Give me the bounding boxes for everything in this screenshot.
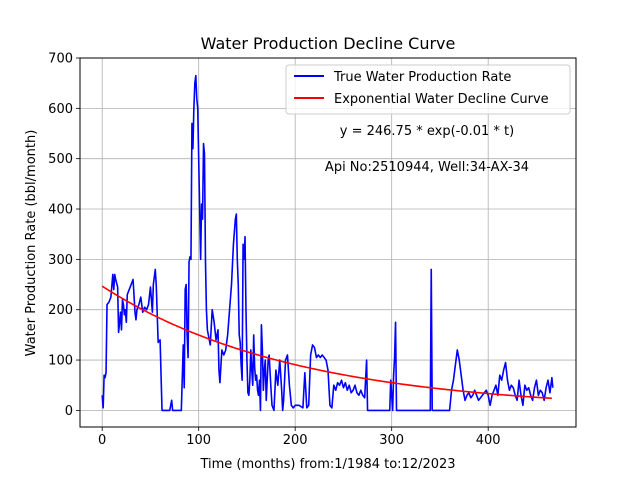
y-tick-label: 200 xyxy=(48,303,73,318)
legend-label-decline-curve: Exponential Water Decline Curve xyxy=(334,92,549,107)
chart-title: Water Production Decline Curve xyxy=(201,34,456,53)
well-info-annotation: Api No:2510944, Well:34-AX-34 xyxy=(325,160,529,175)
y-tick-label: 400 xyxy=(48,203,73,218)
x-tick-label: 100 xyxy=(186,433,211,448)
x-tick-label: 200 xyxy=(283,433,308,448)
legend: True Water Production Rate Exponential W… xyxy=(285,64,571,115)
equation-annotation: y = 246.75 * exp(-0.01 * t) xyxy=(340,124,514,139)
y-tick-label: 700 xyxy=(48,52,73,67)
y-tick-label: 500 xyxy=(48,152,73,167)
axis-ticks: 0 100 200 300 400 0 100 200 300 400 500 600 700 xyxy=(48,52,500,449)
x-tick-label: 300 xyxy=(379,433,404,448)
x-tick-label: 0 xyxy=(98,433,106,448)
true-water-production-line xyxy=(101,74,554,412)
plot-area-frame xyxy=(79,57,577,428)
y-tick-label: 300 xyxy=(48,253,73,268)
y-tick-label: 100 xyxy=(48,354,73,369)
legend-box xyxy=(285,64,571,115)
y-tick-label: 600 xyxy=(48,102,73,117)
x-axis-label: Time (months) from:1/1984 to:12/2023 xyxy=(199,457,455,472)
legend-label-true-rate: True Water Production Rate xyxy=(333,70,511,85)
plot-lines xyxy=(101,74,554,412)
exponential-decline-curve-line xyxy=(101,285,552,400)
y-tick-label: 0 xyxy=(65,404,73,419)
grid-lines xyxy=(80,57,576,427)
y-axis-label: Water Production Rate (bbl/month) xyxy=(24,130,39,357)
x-tick-label: 400 xyxy=(476,433,501,448)
